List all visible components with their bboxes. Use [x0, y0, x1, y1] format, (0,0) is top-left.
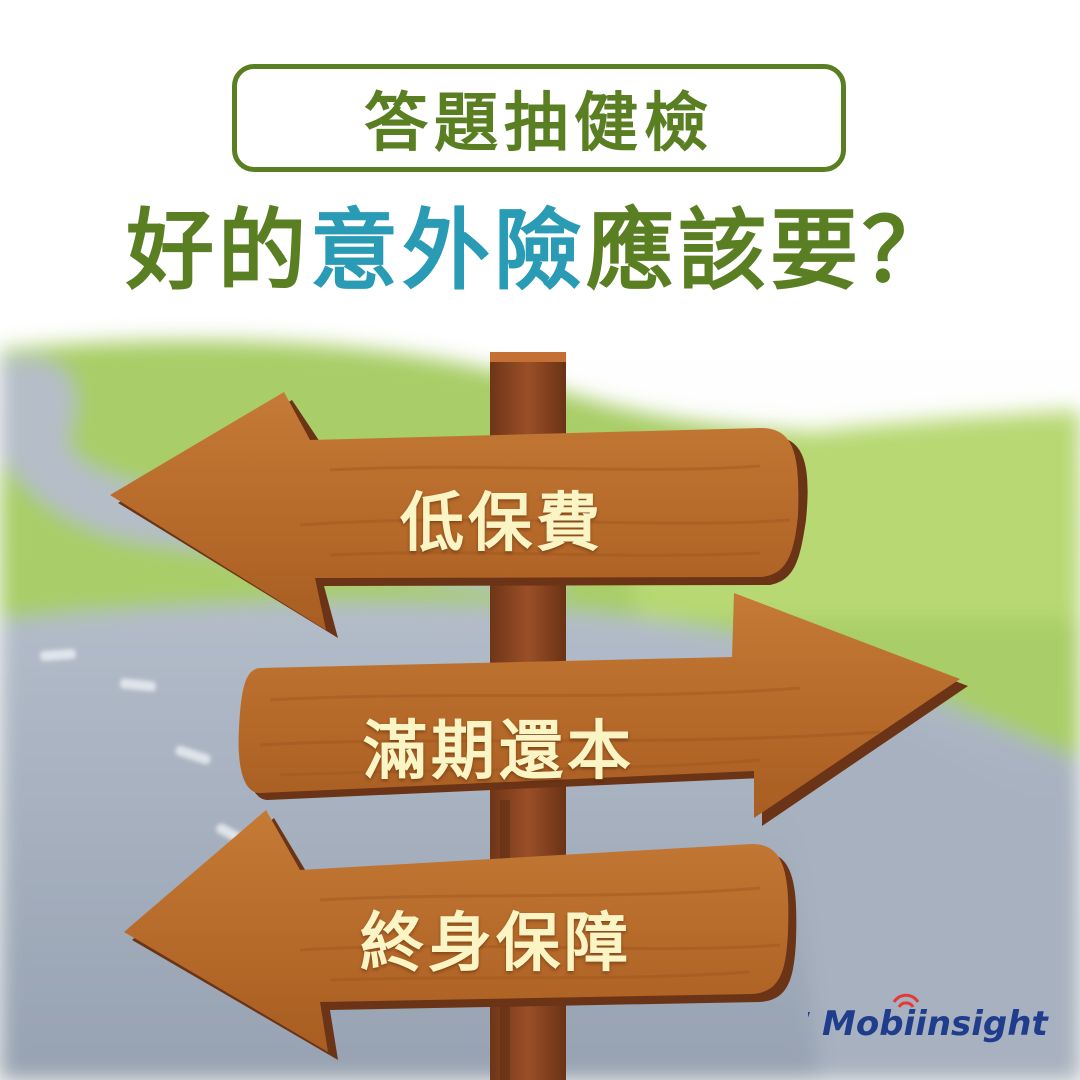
topic-tag: 答題抽健檢 — [232, 64, 846, 172]
headline: 好的意外險應該要？ — [0, 196, 1080, 306]
sign-label-maturity-refund: 滿期還本 — [363, 715, 635, 789]
topic-tag-text: 答題抽健檢 — [364, 87, 714, 161]
headline-highlight: 意外險 — [309, 199, 586, 302]
headline-part1: 好的 — [125, 199, 310, 302]
sign-label-low-premium: 低保費 — [400, 487, 604, 561]
wifi-signal-icon — [808, 993, 920, 1042]
sign-label-lifetime-coverage: 終身保障 — [360, 907, 632, 981]
brand-logo: Mobiinsight — [808, 990, 1048, 1054]
brand-logo-text: Mobiinsight — [822, 1004, 1048, 1044]
headline-part2: 應該要？ — [586, 199, 955, 302]
